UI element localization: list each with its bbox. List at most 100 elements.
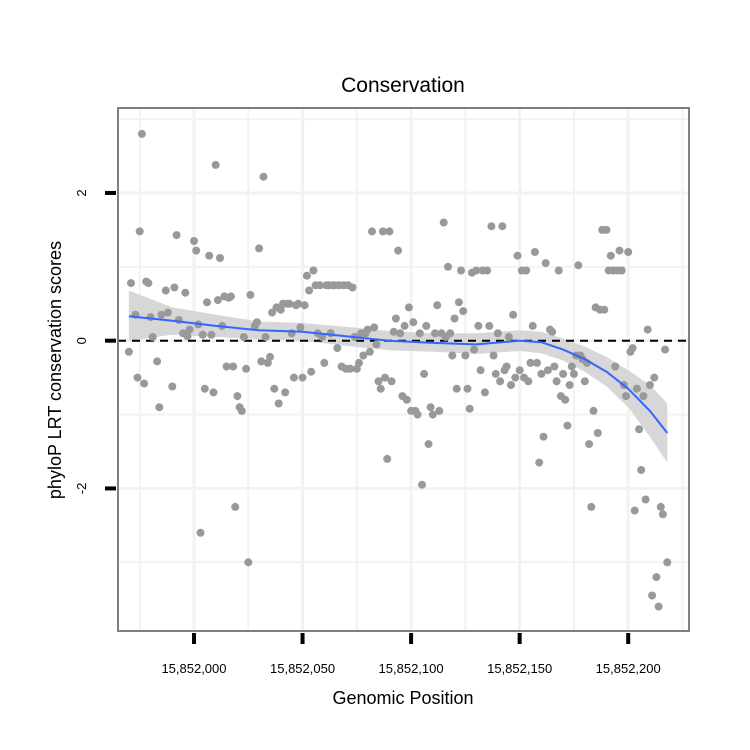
data-point	[385, 227, 394, 236]
data-point	[148, 333, 157, 341]
data-point	[355, 358, 363, 367]
data-point	[209, 388, 218, 397]
data-point	[255, 244, 264, 253]
data-point	[632, 384, 641, 393]
data-point	[420, 369, 429, 378]
data-point	[298, 373, 307, 382]
data-point	[637, 466, 646, 474]
data-point	[413, 410, 422, 419]
data-point	[561, 395, 570, 404]
data-point	[624, 248, 633, 256]
data-point	[274, 399, 283, 408]
y-axis: -2 0 2	[74, 189, 116, 494]
data-point	[446, 329, 455, 338]
data-point	[211, 160, 220, 169]
data-point	[140, 379, 149, 388]
x-tick-label: 15,852,150	[487, 661, 552, 676]
data-point	[196, 528, 205, 537]
data-point	[439, 218, 448, 227]
data-point	[537, 369, 546, 378]
data-point	[183, 332, 192, 341]
x-tick-label: 15,852,000	[161, 661, 226, 676]
data-point	[465, 404, 474, 413]
data-point	[307, 367, 316, 376]
data-point	[641, 495, 650, 504]
data-point	[450, 314, 459, 323]
data-point	[222, 362, 231, 371]
data-point	[302, 271, 311, 280]
data-point	[424, 440, 433, 449]
data-point	[315, 281, 324, 290]
data-point	[426, 403, 435, 412]
data-point	[543, 366, 552, 375]
y-tick-label: 2	[74, 189, 89, 196]
data-point	[565, 381, 574, 389]
data-point	[587, 502, 596, 511]
data-point	[124, 347, 133, 356]
data-point	[580, 377, 589, 386]
data-point	[459, 307, 468, 316]
data-point	[261, 333, 270, 341]
data-point	[368, 227, 376, 236]
data-point	[263, 358, 272, 367]
data-point	[585, 440, 594, 449]
data-point	[528, 321, 537, 330]
data-point	[526, 358, 535, 367]
data-point	[294, 299, 303, 308]
data-point	[415, 329, 424, 338]
data-point	[281, 388, 290, 397]
data-point	[463, 384, 472, 393]
data-point	[296, 323, 305, 332]
data-point	[192, 246, 201, 255]
data-point	[268, 308, 277, 317]
data-point	[656, 502, 665, 511]
data-point	[661, 345, 670, 354]
data-point	[242, 364, 251, 373]
data-point	[170, 283, 179, 292]
data-point	[567, 362, 576, 371]
data-point	[266, 352, 274, 361]
data-point	[396, 329, 405, 338]
data-point	[259, 172, 268, 181]
data-point	[198, 330, 207, 339]
data-point	[431, 329, 439, 338]
data-point	[480, 388, 489, 397]
data-point	[372, 340, 381, 349]
data-point	[493, 329, 502, 338]
data-point	[491, 369, 500, 378]
data-point	[504, 333, 513, 341]
data-point	[509, 310, 518, 319]
data-point	[622, 392, 630, 401]
data-point	[376, 384, 385, 393]
data-point	[606, 251, 615, 260]
data-point	[457, 266, 465, 275]
data-point	[320, 358, 329, 367]
data-point	[418, 480, 426, 489]
data-point	[654, 602, 663, 611]
data-point	[524, 377, 533, 386]
confidence-band-layer	[128, 290, 668, 463]
data-point	[237, 406, 246, 415]
data-point	[470, 345, 479, 354]
data-point	[185, 325, 194, 334]
data-point	[472, 266, 481, 275]
data-point	[615, 246, 624, 255]
data-point	[226, 292, 235, 301]
data-point	[309, 266, 318, 275]
data-point	[326, 329, 335, 338]
data-point	[157, 310, 166, 319]
data-point	[203, 298, 211, 307]
data-point	[569, 369, 578, 378]
data-point	[404, 303, 413, 312]
data-point	[444, 262, 452, 271]
data-point	[137, 129, 146, 138]
data-point	[394, 246, 403, 255]
data-point	[305, 286, 314, 295]
data-point	[554, 266, 563, 275]
data-point	[161, 286, 170, 295]
data-point	[207, 330, 216, 339]
data-point	[630, 506, 639, 515]
data-point	[213, 296, 222, 305]
data-point	[387, 377, 396, 386]
